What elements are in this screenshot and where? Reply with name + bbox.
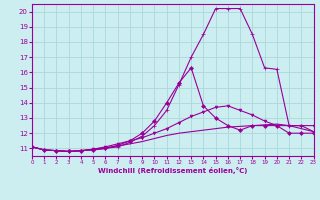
X-axis label: Windchill (Refroidissement éolien,°C): Windchill (Refroidissement éolien,°C) (98, 167, 247, 174)
